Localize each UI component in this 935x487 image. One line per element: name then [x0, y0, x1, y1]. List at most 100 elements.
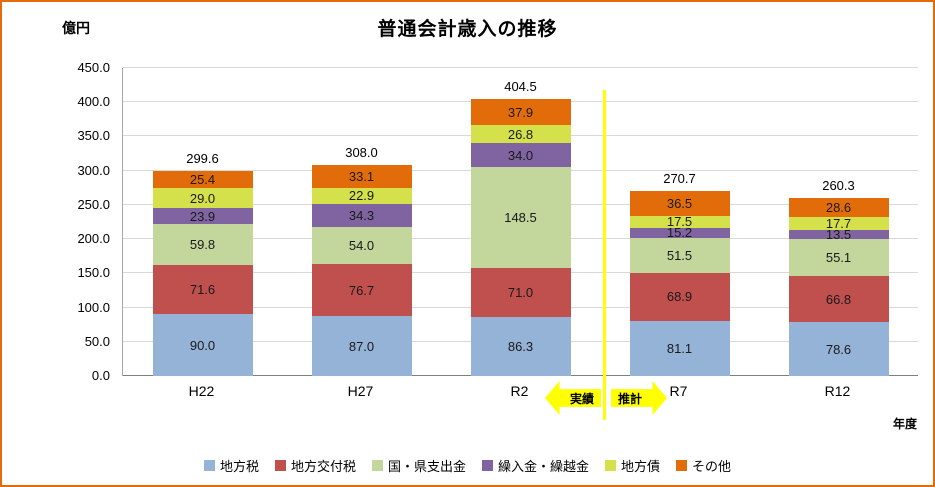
legend-marker [482, 460, 493, 471]
bar-total-label: 270.7 [663, 170, 696, 186]
bar-segment: 17.7 [788, 216, 889, 231]
y-tick-label: 100.0 [77, 299, 110, 315]
bar-R7: 81.1 68.9 51.5 15.2 17.5 36.5 [629, 190, 730, 376]
bar-segment: 25.4 [152, 170, 253, 189]
segment-value-label: 51.5 [666, 248, 693, 264]
segment-value-label: 37.9 [507, 104, 534, 120]
category-label: H27 [347, 383, 374, 399]
bar-segment: 71.6 [152, 265, 253, 315]
y-tick-label: 400.0 [77, 94, 110, 110]
legend-marker [371, 460, 383, 471]
bar-segment: 55.1 [788, 238, 889, 277]
legend: 地方税 地方交付税 国・県支出金 繰入金・繰越金 地方債 その他 [2, 456, 933, 475]
segment-value-label: 29.0 [189, 190, 216, 206]
bar-segment: 66.8 [788, 276, 889, 323]
legend-item: 国・県支出金 [371, 456, 466, 475]
segment-value-label: 13.5 [825, 226, 852, 242]
legend-label: その他 [692, 459, 732, 474]
bar-segment: 81.1 [629, 320, 730, 376]
segment-value-label: 34.3 [348, 207, 375, 223]
chart-title: 普通会計歳入の推移 [377, 19, 558, 40]
legend-item: 地方税 [203, 456, 259, 475]
segment-value-label: 81.1 [666, 340, 693, 356]
bar-H27: 87.0 76.7 54.0 34.3 22.9 33.1 [311, 165, 412, 376]
segment-value-label: 71.0 [507, 285, 534, 301]
legend-marker [274, 460, 286, 471]
y-tick-label: 350.0 [77, 128, 110, 144]
legend-item: 地方債 [605, 456, 660, 475]
gridline [123, 67, 918, 68]
legend-marker [605, 460, 617, 471]
category-label: R12 [824, 383, 851, 399]
bar-total-label: 404.5 [504, 79, 537, 95]
segment-value-label: 23.9 [189, 208, 216, 224]
y-tick-label: 200.0 [77, 231, 110, 247]
segment-value-label: 71.6 [189, 282, 216, 298]
bar-H22: 90.0 71.6 59.8 23.9 29.0 25.4 [152, 170, 253, 376]
segment-value-label: 22.9 [348, 188, 375, 204]
bar-segment: 17.5 [629, 214, 730, 229]
segment-value-label: 26.8 [507, 126, 534, 142]
segment-value-label: 54.0 [348, 238, 375, 253]
legend-label: 国・県支出金 [387, 459, 466, 474]
bar-segment: 90.0 [152, 314, 253, 376]
bar-segment: 87.0 [311, 316, 412, 376]
y-tick-label: 450.0 [77, 60, 110, 75]
bar-segment: 78.6 [788, 322, 889, 376]
bar-segment: 13.5 [788, 226, 889, 242]
y-tick-label: 0.0 [91, 368, 110, 383]
y-axis-unit-label: 億円 [62, 20, 90, 36]
bar-total-label: 308.0 [345, 145, 378, 161]
y-axis: 0.0 50.0 100.0 150.0 200.0 250.0 300.0 350.0 400… [2, 60, 110, 383]
bar-segment: 36.5 [629, 190, 730, 216]
legend-marker [203, 460, 215, 471]
bar-segment: 76.7 [311, 263, 412, 317]
bar-segment: 15.2 [629, 225, 730, 241]
legend-label: 地方交付税 [290, 459, 356, 474]
bar-segment: 68.9 [629, 273, 730, 321]
segment-value-label: 86.3 [507, 338, 534, 354]
bar-segment: 37.9 [470, 99, 571, 126]
legend-marker [676, 460, 688, 471]
x-axis-title: 年度 [892, 417, 917, 431]
bar-segment: 29.0 [152, 188, 253, 209]
segment-value-label: 28.6 [825, 200, 852, 216]
bar-segment: 86.3 [470, 316, 571, 376]
y-tick-label: 250.0 [77, 196, 110, 212]
bar-total-label: 299.6 [186, 150, 219, 166]
bar-segment: 148.5 [470, 166, 571, 269]
segment-value-label: 76.7 [348, 282, 375, 298]
segment-value-label: 25.4 [189, 172, 216, 188]
legend-label: 地方債 [621, 459, 661, 474]
bar-segment: 51.5 [629, 238, 730, 274]
bar-R2: 86.3 71.0 148.5 34.0 26.8 37.9 [470, 99, 571, 376]
plot-area: 90.0 71.6 59.8 23.9 29.0 25.4 299.6 87.0 76.7 54.… [122, 67, 918, 376]
segment-value-label: 36.5 [666, 195, 693, 211]
segment-value-label: 148.5 [504, 210, 537, 226]
legend-label: 繰入金・繰越金 [498, 459, 590, 474]
segment-value-label: 66.8 [825, 291, 852, 307]
segment-value-label: 55.1 [825, 250, 852, 266]
bar-segment: 34.0 [470, 143, 571, 167]
legend-item: 繰入金・繰越金 [482, 456, 589, 475]
estimate-arrow-label: 推計 [618, 391, 643, 406]
segment-value-label: 78.6 [825, 341, 852, 357]
bar-segment: 23.9 [152, 208, 253, 225]
segment-value-label: 15.2 [666, 225, 693, 241]
bar-segment: 26.8 [470, 125, 571, 144]
bar-segment: 71.0 [470, 268, 571, 317]
segment-value-label: 68.9 [666, 289, 693, 305]
bar-segment: 59.8 [152, 224, 253, 266]
category-label: H22 [188, 383, 215, 399]
bar-total-label: 260.3 [822, 177, 855, 193]
legend-item: 地方交付税 [274, 456, 356, 475]
forecast-divider-line [603, 90, 606, 420]
y-tick-label: 300.0 [77, 162, 110, 178]
segment-value-label: 90.0 [189, 337, 216, 353]
category-label: R7 [669, 383, 688, 399]
segment-value-label: 34.0 [507, 147, 534, 163]
category-label: R2 [510, 383, 529, 399]
y-tick-label: 50.0 [84, 333, 110, 349]
segment-value-label: 59.8 [189, 237, 216, 253]
